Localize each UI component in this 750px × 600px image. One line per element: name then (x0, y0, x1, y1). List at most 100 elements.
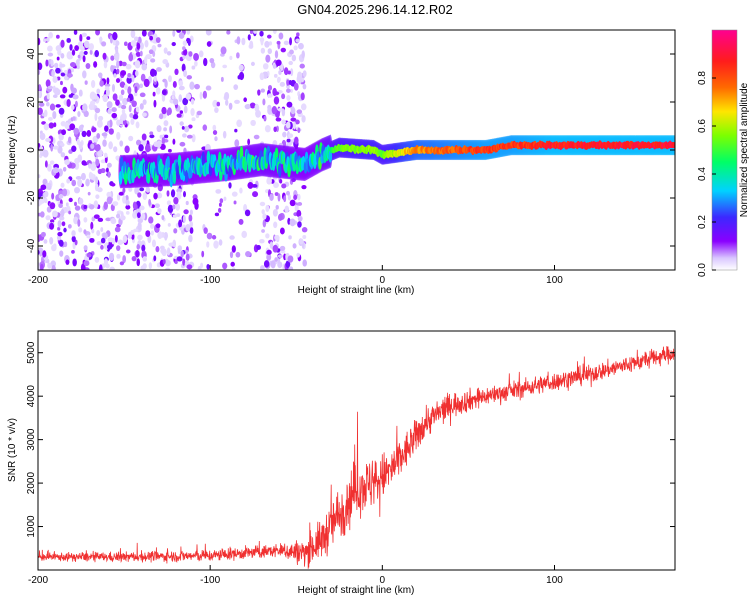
noise-speckle (257, 89, 261, 96)
noise-speckle (79, 33, 83, 43)
noise-speckle (52, 111, 57, 119)
noise-speckle (171, 42, 176, 47)
noise-speckle (236, 52, 240, 59)
noise-speckle (71, 49, 76, 56)
noise-speckle (297, 201, 303, 206)
noise-speckle (38, 69, 41, 75)
noise-speckle (141, 63, 148, 71)
noise-speckle (96, 119, 103, 128)
noise-speckle (101, 41, 107, 47)
noise-speckle (65, 202, 69, 207)
noise-speckle (179, 226, 184, 231)
noise-speckle (130, 118, 135, 126)
noise-speckle (109, 35, 113, 44)
colorbar (712, 30, 737, 270)
noise-speckle (294, 204, 299, 212)
noise-speckle (283, 40, 289, 46)
noise-speckle (38, 200, 43, 205)
noise-speckle (102, 52, 107, 60)
noise-speckle (301, 50, 305, 59)
noise-speckle (68, 136, 72, 144)
noise-speckle (167, 223, 171, 227)
noise-speckle (164, 134, 169, 139)
ridge-mark (184, 169, 189, 183)
noise-speckle (39, 250, 43, 257)
noise-speckle (134, 70, 139, 77)
noise-speckle (294, 119, 300, 125)
noise-speckle (47, 163, 52, 172)
noise-speckle (106, 77, 110, 85)
noise-speckle (238, 218, 244, 225)
noise-speckle (279, 179, 283, 184)
noise-speckle (60, 182, 65, 188)
noise-speckle (80, 172, 86, 181)
noise-speckle (249, 30, 254, 35)
noise-speckle (297, 42, 304, 50)
noise-speckle (215, 189, 222, 194)
noise-speckle (183, 209, 189, 215)
noise-speckle (51, 265, 56, 270)
noise-speckle (109, 266, 115, 270)
noise-speckle (279, 245, 286, 251)
bottom-axis-ticks: -200 -100 0 100 1000 2000 3000 4000 5000 (26, 341, 675, 586)
noise-speckle (289, 37, 292, 46)
noise-speckle (203, 57, 208, 67)
top-x-axis-label: Height of straight line (km) (298, 285, 415, 296)
noise-speckle (62, 166, 67, 172)
noise-speckle (179, 110, 184, 114)
noise-speckle (96, 241, 103, 246)
noise-speckle (142, 256, 148, 262)
noise-speckle (128, 53, 134, 62)
noise-speckle (110, 64, 114, 73)
noise-speckle (271, 105, 278, 115)
noise-speckle (132, 201, 137, 210)
noise-speckle (86, 234, 91, 239)
noise-speckle (63, 227, 67, 233)
noise-speckle (47, 52, 54, 57)
noise-speckle (71, 145, 77, 153)
noise-speckle (245, 251, 251, 258)
noise-speckle (191, 65, 196, 70)
noise-speckle (136, 42, 141, 50)
noise-speckle (78, 227, 83, 233)
noise-speckle (38, 84, 42, 91)
noise-speckle (50, 219, 55, 223)
noise-speckle (234, 139, 240, 148)
top-y-axis-label: Frequency (Hz) (7, 116, 18, 185)
noise-speckle (60, 121, 67, 127)
noise-speckle (78, 125, 84, 133)
noise-speckle (162, 59, 169, 65)
noise-speckle (269, 193, 274, 201)
noise-speckle (247, 181, 254, 189)
noise-speckle (134, 60, 141, 69)
noise-speckle (63, 69, 69, 74)
noise-speckle (144, 39, 149, 48)
noise-speckle (175, 203, 181, 211)
noise-speckle (141, 212, 146, 221)
noise-speckle (155, 246, 160, 253)
noise-speckle (288, 133, 294, 138)
noise-speckle (267, 84, 273, 91)
noise-speckle (150, 230, 154, 236)
noise-speckle (164, 79, 168, 88)
noise-speckle (83, 260, 90, 267)
noise-speckle (44, 197, 48, 204)
noise-speckle (100, 227, 104, 232)
noise-speckle (180, 250, 184, 258)
noise-speckle (90, 221, 94, 231)
noise-speckle (297, 193, 301, 201)
noise-speckle (172, 204, 176, 210)
noise-speckle (115, 78, 121, 83)
noise-speckle (299, 238, 304, 245)
noise-speckle (166, 200, 171, 206)
noise-speckle (66, 98, 71, 108)
noise-speckle (239, 187, 243, 194)
noise-speckle (40, 231, 46, 238)
noise-speckle (52, 75, 58, 83)
noise-speckle (159, 134, 163, 139)
noise-speckle (296, 32, 300, 37)
noise-speckle (286, 138, 291, 143)
noise-speckle (38, 107, 43, 116)
noise-speckle (262, 219, 267, 228)
